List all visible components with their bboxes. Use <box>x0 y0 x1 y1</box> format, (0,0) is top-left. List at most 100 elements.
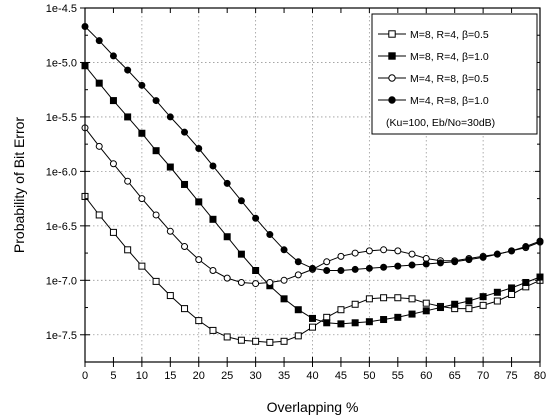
data-point <box>380 246 388 254</box>
data-point <box>309 323 316 331</box>
data-point <box>109 52 117 60</box>
legend-entry: M=8, R=4, β=0.5 <box>378 29 489 41</box>
legend-note: (Ku=100, Eb/No=30dB) <box>386 117 495 129</box>
x-tick-label: 45 <box>335 370 347 382</box>
data-point <box>266 278 274 286</box>
data-point <box>166 227 174 235</box>
x-tick-label: 75 <box>505 370 517 382</box>
data-point <box>223 333 231 341</box>
data-point <box>294 258 302 266</box>
y-tick-label: 1e-5.5 <box>46 112 77 124</box>
data-point <box>124 246 132 254</box>
data-point <box>195 145 203 153</box>
series-layer <box>81 23 544 346</box>
x-tick-label: 80 <box>534 370 546 382</box>
legend: (Ku=100, Eb/No=30dB) M=8, R=4, β=0.5 M=8,… <box>371 13 538 135</box>
legend-entry: M=4, R=8, β=0.5 <box>378 73 489 85</box>
data-point <box>436 259 444 267</box>
data-point <box>181 305 189 313</box>
series-4 <box>81 23 544 275</box>
data-point <box>138 129 146 137</box>
data-point <box>166 292 174 300</box>
data-point <box>351 249 359 257</box>
y-tick-label: 1e-4.5 <box>46 3 77 15</box>
data-point <box>181 128 189 136</box>
legend-entry: M=4, R=8, β=1.0 <box>378 95 489 107</box>
data-point <box>508 284 516 292</box>
data-point <box>209 215 217 223</box>
data-point <box>337 252 345 260</box>
data-point <box>408 250 416 258</box>
data-point <box>152 97 160 105</box>
data-point <box>493 250 501 258</box>
data-point <box>394 294 402 302</box>
data-point <box>493 297 501 305</box>
data-point <box>209 162 217 170</box>
data-point <box>422 307 430 315</box>
data-point <box>237 197 245 205</box>
data-point <box>209 326 217 334</box>
series-1 <box>81 192 544 346</box>
data-point <box>223 274 231 282</box>
x-tick-label: 15 <box>164 370 176 382</box>
data-point <box>436 304 444 312</box>
y-tick-label: 1e-6.0 <box>46 166 77 178</box>
data-point <box>252 267 260 275</box>
data-point <box>152 147 160 155</box>
data-point <box>109 228 117 236</box>
data-point <box>351 319 359 327</box>
data-point <box>124 66 132 74</box>
data-point <box>252 280 260 288</box>
x-tick-label: 20 <box>193 370 205 382</box>
x-tick-label: 55 <box>392 370 404 382</box>
data-point <box>95 142 103 150</box>
data-point <box>337 320 345 328</box>
data-point <box>465 305 473 313</box>
data-point <box>380 294 388 302</box>
data-point <box>337 267 345 275</box>
legend-marker <box>388 74 396 82</box>
data-point <box>465 297 473 305</box>
data-point <box>309 264 316 272</box>
data-point <box>95 211 103 219</box>
data-point <box>365 264 373 272</box>
data-point <box>166 113 174 121</box>
data-point <box>365 318 373 326</box>
data-point <box>181 180 189 188</box>
legend-marker <box>388 96 396 104</box>
data-point <box>508 290 516 298</box>
data-point <box>138 81 146 89</box>
y-tick-label: 1e-7.5 <box>46 330 77 342</box>
y-tick-label: 1e-5.0 <box>46 57 77 69</box>
data-point <box>394 313 402 321</box>
legend-label: M=8, R=4, β=1.0 <box>410 51 489 63</box>
data-point <box>451 300 459 308</box>
x-tick-label: 40 <box>306 370 318 382</box>
data-point <box>124 177 132 185</box>
data-point <box>237 278 245 286</box>
data-point <box>280 295 288 303</box>
x-tick-label: 0 <box>82 370 88 382</box>
data-point <box>209 267 217 275</box>
data-point <box>266 338 274 346</box>
x-axis-title: Overlapping % <box>267 399 359 415</box>
data-point <box>280 246 288 254</box>
data-point <box>380 316 388 324</box>
data-point <box>95 37 103 45</box>
data-point <box>451 258 459 266</box>
x-tick-label: 60 <box>420 370 432 382</box>
data-point <box>280 337 288 345</box>
x-tick-label: 35 <box>278 370 290 382</box>
data-point <box>195 256 203 264</box>
data-point <box>422 299 430 307</box>
x-tick-label: 10 <box>136 370 148 382</box>
x-tick-label: 30 <box>250 370 262 382</box>
x-tick-label: 70 <box>477 370 489 382</box>
data-point <box>195 317 203 325</box>
data-point <box>408 295 416 303</box>
data-point <box>323 267 331 275</box>
data-point <box>237 250 245 258</box>
data-point <box>109 160 117 168</box>
data-point <box>408 261 416 269</box>
data-point <box>294 306 302 314</box>
